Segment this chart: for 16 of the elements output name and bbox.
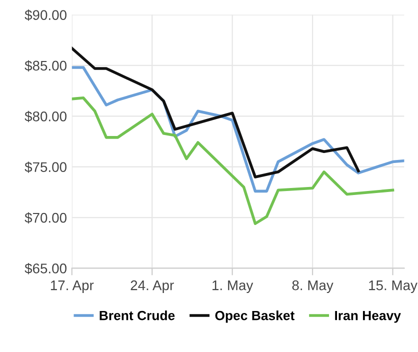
y-tick-label: $80.00 — [24, 110, 66, 122]
legend-label: Opec Basket — [215, 310, 294, 323]
y-tick-label: $85.00 — [24, 60, 66, 72]
y-tick-label: $90.00 — [24, 10, 66, 21]
legend-label: Brent Crude — [100, 310, 175, 320]
x-tick-label: 15. May — [369, 280, 418, 293]
line-series — [72, 96, 394, 226]
x-tick-label: 1. May — [212, 280, 254, 293]
x-tick-label: 17. Apr — [50, 280, 94, 293]
line-series — [72, 46, 360, 178]
x-tick-label: 8. May — [292, 280, 334, 293]
legend-label: Iran Heavy — [335, 310, 401, 323]
x-tick-label: 24. Apr — [130, 280, 174, 293]
y-tick-label: $75.00 — [24, 162, 66, 173]
y-tick-label: $70.00 — [24, 212, 66, 224]
y-tick-label: $65.00 — [24, 262, 66, 274]
